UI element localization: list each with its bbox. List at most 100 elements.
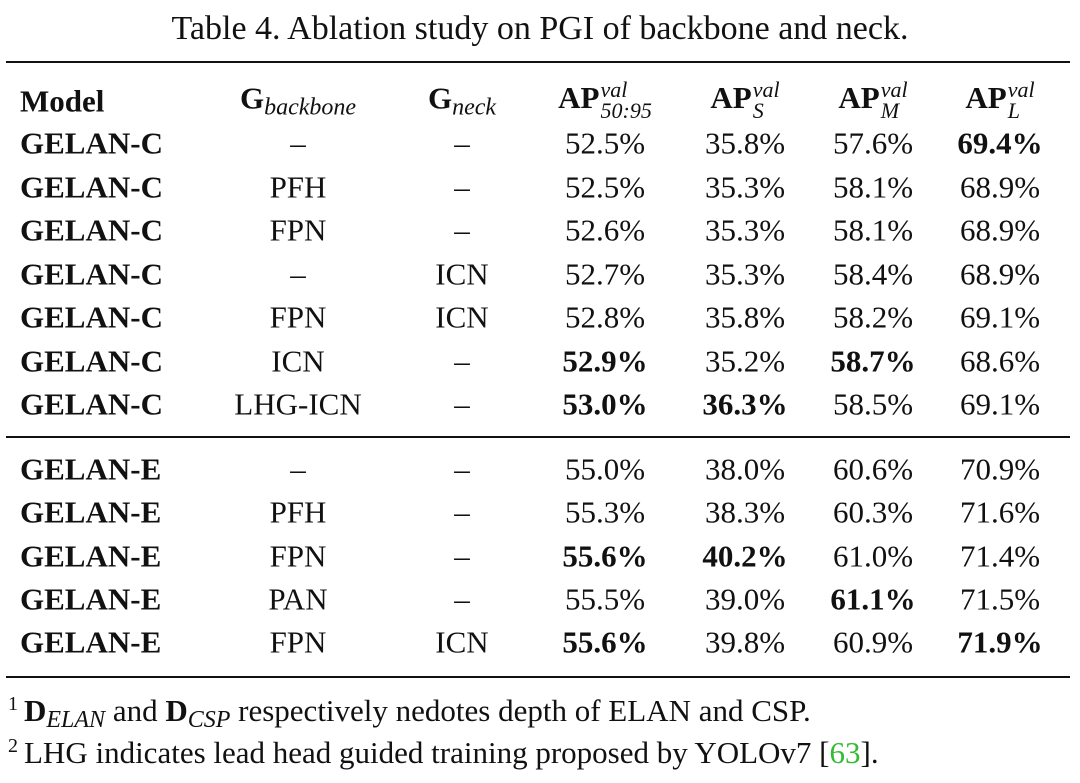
- table-cell: ICN: [435, 299, 489, 335]
- table-cell: FPN: [269, 624, 327, 660]
- table-cell: 55.3%: [564, 494, 646, 530]
- table-cell: GELAN-E: [20, 581, 162, 617]
- table-cell: GELAN-C: [20, 169, 163, 204]
- bottom-rule: [6, 676, 1070, 678]
- footnote-mark: 2: [8, 734, 18, 757]
- table-cell: –: [454, 538, 470, 574]
- footnote-text: LHG indicates lead head guided training …: [24, 735, 830, 771]
- table-cell: PFH: [269, 494, 327, 530]
- citation-link[interactable]: 63: [829, 735, 861, 771]
- table-cell: 68.9%: [959, 169, 1041, 204]
- table-cell: –: [454, 169, 470, 204]
- table-cell: GELAN-E: [20, 624, 162, 660]
- table-cell: 52.5%: [564, 125, 646, 161]
- table-cell: 61.0%: [832, 538, 914, 574]
- table-cell: 58.7%: [830, 343, 916, 378]
- header-cell: AP val S: [710, 77, 780, 123]
- table-cell: 53.0%: [562, 386, 648, 422]
- footnote: 2 LHG indicates lead head guided training…: [8, 736, 879, 768]
- table-cell: 38.3%: [704, 494, 786, 530]
- footnote-text: D: [165, 693, 188, 729]
- table-cell: 58.5%: [832, 386, 914, 422]
- header-text: G: [239, 80, 265, 116]
- table-cell: 52.8%: [564, 299, 646, 335]
- table-cell: GELAN-C: [20, 343, 163, 378]
- table-cell: 52.7%: [564, 256, 646, 291]
- table-cell: LHG-ICN: [234, 386, 362, 422]
- table-cell: FPN: [269, 538, 327, 574]
- table-cell: 40.2%: [702, 538, 788, 574]
- header-cell: AP val M: [838, 77, 908, 123]
- table-cell: –: [454, 494, 470, 530]
- header-sup: val: [752, 77, 780, 103]
- header-cell: Model: [20, 86, 104, 117]
- table-cell: 68.9%: [959, 256, 1041, 291]
- table-cell: GELAN-C: [20, 212, 163, 248]
- table-cell: ICN: [435, 624, 489, 660]
- header-cell: Gbackbone: [240, 83, 356, 120]
- header-sub: 50:95: [600, 98, 652, 123]
- table-cell: 58.1%: [832, 212, 914, 248]
- table-cell: GELAN-E: [20, 494, 162, 530]
- header-sub: M: [880, 98, 900, 123]
- header-sub: neck: [452, 94, 497, 121]
- header-sup: val: [880, 77, 908, 103]
- header-sup: val: [600, 77, 628, 103]
- table-cell: 35.3%: [704, 256, 786, 291]
- header-scripts: val L: [1007, 77, 1035, 123]
- table-cell: 60.3%: [832, 494, 914, 530]
- table-cell: 58.2%: [832, 299, 914, 335]
- footnote-text: CSP: [187, 707, 231, 734]
- table-cell: 60.9%: [832, 624, 914, 660]
- table-cell: –: [454, 581, 470, 617]
- table-cell: –: [454, 343, 470, 378]
- table-cell: –: [290, 451, 306, 487]
- table-cell: GELAN-C: [20, 299, 163, 335]
- header-cell: Gneck: [428, 83, 496, 120]
- footnote-text: ].: [860, 735, 879, 771]
- table-cell: 68.6%: [959, 343, 1041, 378]
- header-text: AP: [965, 80, 1007, 116]
- table-cell: 55.5%: [564, 581, 646, 617]
- table-cell: 71.9%: [957, 624, 1043, 660]
- footnote-text: D: [24, 693, 47, 729]
- table-cell: –: [290, 125, 306, 161]
- table-cell: 69.1%: [959, 386, 1041, 422]
- header-scripts: val 50:95: [600, 77, 652, 123]
- table-cell: 55.6%: [562, 538, 648, 574]
- header-sup: val: [1007, 77, 1035, 103]
- table-cell: 69.4%: [957, 125, 1043, 161]
- table-cell: PAN: [268, 581, 328, 617]
- table-cell: ICN: [435, 256, 489, 291]
- footnote-text: ELAN: [46, 707, 106, 734]
- footnote: 1 DELAN and DCSP respectively nedotes dep…: [8, 694, 811, 732]
- table-caption: Table 4. Ablation study on PGI of backbo…: [171, 10, 909, 47]
- header-cell: AP val L: [965, 77, 1035, 123]
- table-cell: 55.0%: [564, 451, 646, 487]
- table-cell: 58.1%: [832, 169, 914, 204]
- top-rule: [6, 61, 1070, 63]
- table-cell: 68.9%: [959, 212, 1041, 248]
- table-cell: –: [290, 256, 306, 291]
- table-cell: –: [454, 212, 470, 248]
- table-cell: GELAN-C: [20, 386, 163, 422]
- table-cell: 61.1%: [830, 581, 916, 617]
- header-sub: L: [1007, 98, 1020, 123]
- table-cell: GELAN-C: [20, 256, 163, 291]
- header-text: AP: [558, 80, 600, 116]
- table-cell: 35.8%: [704, 125, 786, 161]
- footnote-mark: 1: [8, 692, 18, 715]
- table-cell: –: [454, 451, 470, 487]
- table-cell: 71.6%: [959, 494, 1041, 530]
- header-sub: S: [752, 98, 764, 123]
- mid-rule: [6, 436, 1070, 438]
- table-cell: –: [454, 125, 470, 161]
- header-cell: AP val 50:95: [558, 77, 652, 123]
- table-cell: –: [454, 386, 470, 422]
- table-cell: 38.0%: [704, 451, 786, 487]
- header-text: Model: [20, 83, 105, 119]
- table-cell: 58.4%: [832, 256, 914, 291]
- table-cell: ICN: [271, 343, 325, 378]
- table-cell: GELAN-E: [20, 451, 162, 487]
